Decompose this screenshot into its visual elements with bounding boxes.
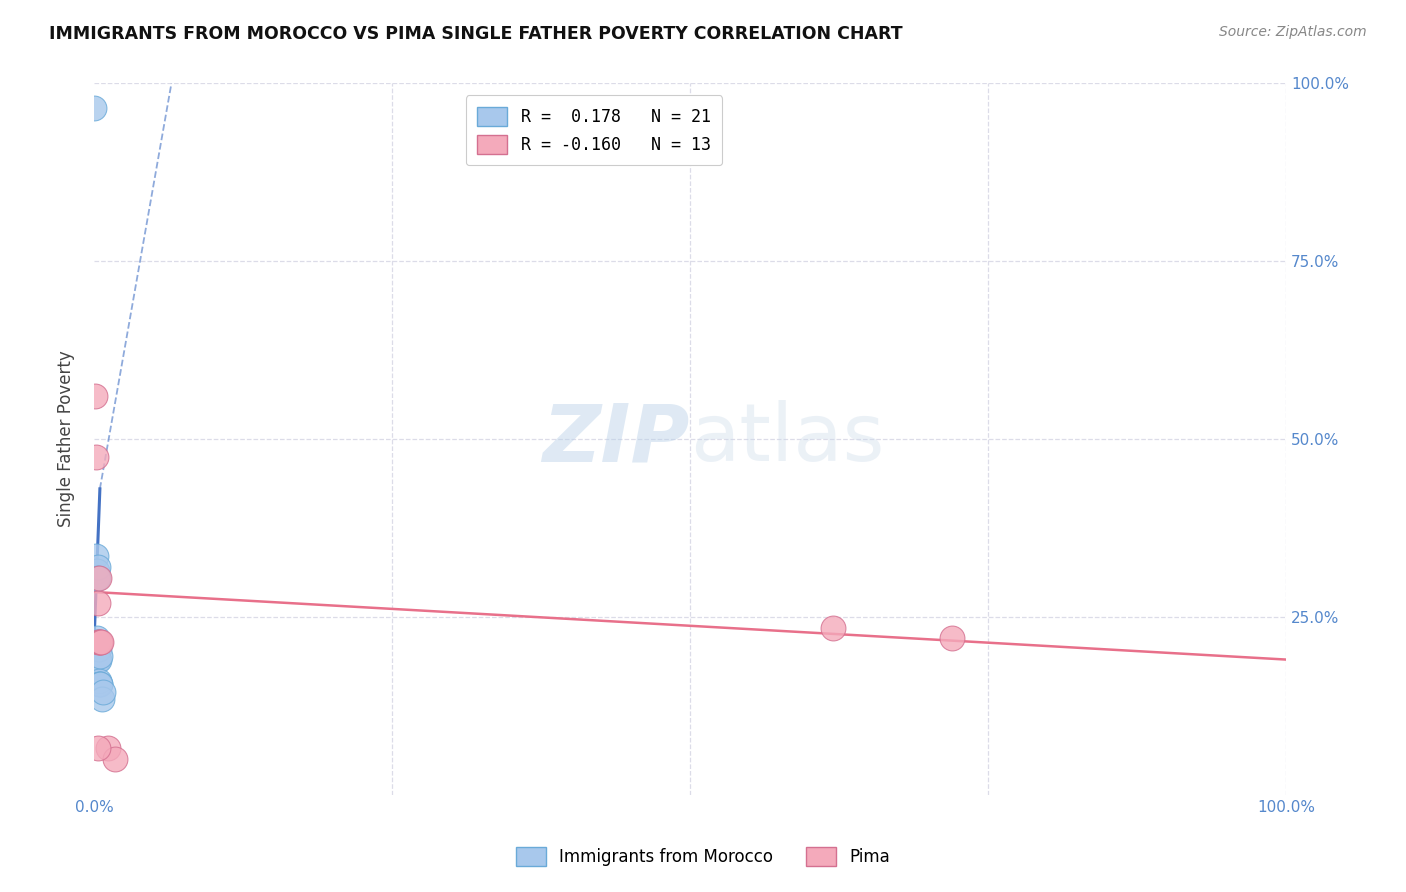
Point [86,560,108,574]
Point [83,101,105,115]
Point [87,571,110,585]
Y-axis label: Single Father Poverty: Single Father Poverty [58,351,75,527]
Point [89,634,111,648]
Legend: Immigrants from Morocco, Pima: Immigrants from Morocco, Pima [509,840,897,873]
Point [87,571,110,585]
Point [87,641,110,656]
Point [97,741,120,756]
Text: IMMIGRANTS FROM MOROCCO VS PIMA SINGLE FATHER POVERTY CORRELATION CHART: IMMIGRANTS FROM MOROCCO VS PIMA SINGLE F… [49,25,903,43]
Point [93,684,115,698]
Point [87,641,110,656]
Point [87,652,110,666]
Point [941,631,963,645]
Point [89,677,111,691]
Point [86,631,108,645]
Point [821,621,844,635]
Point [87,652,110,666]
Point [104,752,127,766]
Text: ZIP: ZIP [543,401,690,478]
Point [89,634,111,648]
Text: Source: ZipAtlas.com: Source: ZipAtlas.com [1219,25,1367,39]
Point [90,634,112,648]
Point [84,549,107,564]
Point [89,677,111,691]
Point [86,596,108,610]
Point [90,691,112,706]
Point [89,648,111,663]
Point [87,634,110,648]
Point [84,389,107,403]
Text: atlas: atlas [690,401,884,478]
Point [89,677,111,691]
Point [86,450,108,464]
Point [86,741,108,756]
Point [86,564,108,578]
Legend: R =  0.178   N = 21, R = -0.160   N = 13: R = 0.178 N = 21, R = -0.160 N = 13 [465,95,723,166]
Point [86,571,108,585]
Point [87,673,110,688]
Point [86,634,108,648]
Point [86,634,108,648]
Point [84,571,107,585]
